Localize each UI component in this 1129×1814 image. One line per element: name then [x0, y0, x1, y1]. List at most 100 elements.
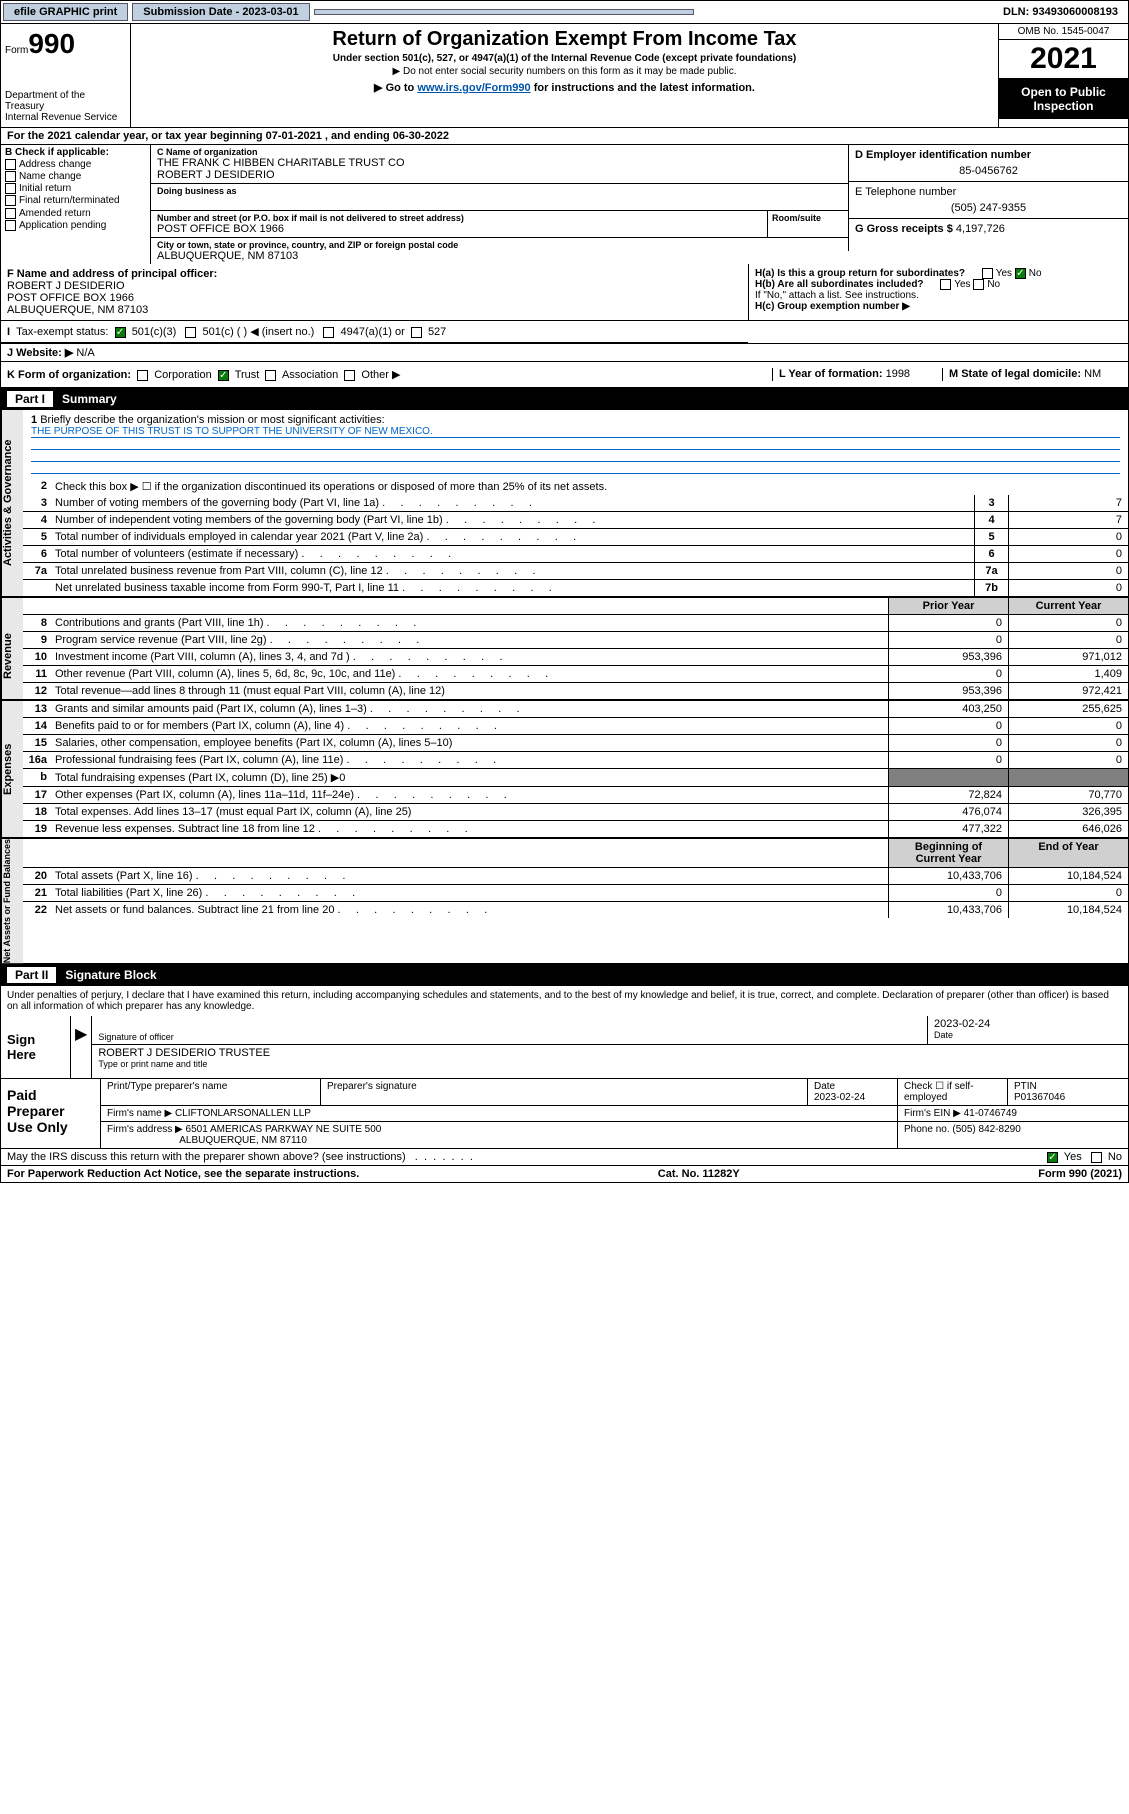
form-footer: Form 990 (2021) [1038, 1168, 1122, 1180]
col-b-checkboxes: B Check if applicable: Address change Na… [1, 145, 151, 264]
q11: Other revenue (Part VIII, column (A), li… [51, 666, 888, 682]
q16a: Professional fundraising fees (Part IX, … [51, 752, 888, 768]
v7a: 0 [1008, 563, 1128, 579]
firm-addr-2: ALBUQUERQUE, NM 87110 [179, 1135, 307, 1146]
col-prior: Prior Year [888, 598, 1008, 614]
q20: Total assets (Part X, line 16) [51, 868, 888, 884]
part-2-title: Signature Block [65, 968, 156, 982]
q18: Total expenses. Add lines 13–17 (must eq… [51, 804, 888, 820]
tax-year: 2021 [999, 40, 1128, 79]
j-label: J Website: ▶ [7, 347, 73, 359]
q13: Grants and similar amounts paid (Part IX… [51, 701, 888, 717]
q1-mission: 1 Briefly describe the organization's mi… [23, 410, 1128, 478]
dept-treasury: Department of the Treasury [5, 90, 126, 112]
pp-name-hdr: Print/Type preparer's name [101, 1079, 321, 1105]
chk-discuss-yes[interactable] [1047, 1152, 1058, 1163]
q21: Total liabilities (Part X, line 26) [51, 885, 888, 901]
pp-sig-hdr: Preparer's signature [321, 1079, 808, 1105]
row-f-h: F Name and address of principal officer:… [0, 264, 1129, 321]
perjury-declaration: Under penalties of perjury, I declare th… [0, 986, 1129, 1016]
form-subtitle-1: Under section 501(c), 527, or 4947(a)(1)… [139, 53, 990, 64]
col-c-name-address: C Name of organization THE FRANK C HIBBE… [151, 145, 848, 264]
f-label: F Name and address of principal officer: [7, 268, 742, 280]
part-1-header: Part I Summary [0, 388, 1129, 410]
header-left: Form990 Department of the Treasury Inter… [1, 24, 131, 127]
room-label: Room/suite [772, 213, 844, 223]
q7b: Net unrelated business taxable income fr… [51, 580, 974, 596]
q22: Net assets or fund balances. Subtract li… [51, 902, 888, 918]
section-revenue: Revenue 8Contributions and grants (Part … [1, 614, 1128, 699]
v7b: 0 [1008, 580, 1128, 596]
row-k-l-m: K Form of organization: Corporation Trus… [0, 362, 1129, 388]
v3: 7 [1008, 495, 1128, 511]
phone-value: (505) 247-9355 [855, 202, 1122, 214]
street-value: POST OFFICE BOX 1966 [157, 223, 761, 235]
col-d-e-g: D Employer identification number 85-0456… [848, 145, 1128, 264]
paid-preparer-block: Paid Preparer Use Only Print/Type prepar… [0, 1079, 1129, 1149]
q12: Total revenue—add lines 8 through 11 (mu… [51, 683, 888, 699]
l-year: L Year of formation: 1998 [772, 368, 942, 381]
irs-link[interactable]: www.irs.gov/Form990 [417, 82, 530, 94]
k-form-of-org: K Form of organization: Corporation Trus… [7, 368, 772, 381]
block-b-through-g: B Check if applicable: Address change Na… [0, 145, 1129, 264]
chk-initial-return[interactable]: Initial return [5, 183, 146, 194]
h-group-return: H(a) Is this a group return for subordin… [748, 264, 1128, 320]
chk-address-change[interactable]: Address change [5, 159, 146, 170]
chk-final-return[interactable]: Final return/terminated [5, 195, 146, 206]
mission-text: THE PURPOSE OF THIS TRUST IS TO SUPPORT … [31, 426, 1120, 438]
submission-date-button[interactable]: Submission Date - 2023-03-01 [132, 3, 309, 21]
chk-527[interactable] [411, 327, 422, 338]
chk-application-pending[interactable]: Application pending [5, 220, 146, 231]
chk-4947[interactable] [323, 327, 334, 338]
b-label: B Check if applicable: [5, 147, 146, 158]
vlabel-net-assets: Net Assets or Fund Balances [1, 839, 23, 963]
city-label: City or town, state or province, country… [157, 240, 842, 250]
goto-pre: ▶ Go to [374, 82, 417, 94]
chk-association[interactable] [265, 370, 276, 381]
vlabel-expenses: Expenses [1, 701, 23, 837]
section-activities-governance: Activities & Governance 1 Briefly descri… [1, 410, 1128, 596]
city-value: ALBUQUERQUE, NM 87103 [157, 250, 842, 262]
firm-ein: 41-0746749 [964, 1108, 1017, 1119]
chk-discuss-no[interactable] [1091, 1152, 1102, 1163]
chk-corporation[interactable] [137, 370, 148, 381]
header-right: OMB No. 1545-0047 2021 Open to Public In… [998, 24, 1128, 127]
efile-print-button[interactable]: efile GRAPHIC print [3, 3, 128, 21]
ein-value: 85-0456762 [855, 165, 1122, 177]
chk-name-change[interactable]: Name change [5, 171, 146, 182]
firm-addr-1: 6501 AMERICAS PARKWAY NE SUITE 500 [186, 1124, 382, 1135]
vlabel-activities: Activities & Governance [1, 410, 23, 596]
e-phone-box: E Telephone number (505) 247-9355 [848, 182, 1128, 219]
form-prefix: Form [5, 45, 28, 56]
q3: Number of voting members of the governin… [51, 495, 974, 511]
goto-post: for instructions and the latest informat… [531, 82, 755, 94]
irs-discuss-row: May the IRS discuss this return with the… [0, 1149, 1129, 1166]
i-label: Tax-exempt status: [16, 326, 108, 338]
vlabel-revenue: Revenue [1, 614, 23, 699]
chk-501c3[interactable] [115, 327, 126, 338]
paid-preparer-label: Paid Preparer Use Only [1, 1079, 101, 1148]
sig-date-label: Date [934, 1030, 1122, 1040]
chk-501c[interactable] [185, 327, 196, 338]
q7a: Total unrelated business revenue from Pa… [51, 563, 974, 579]
q9: Program service revenue (Part VIII, line… [51, 632, 888, 648]
form-number: 990 [28, 28, 75, 59]
dba-label: Doing business as [157, 186, 842, 196]
g-gross-box: G Gross receipts $ 4,197,726 [848, 219, 1128, 251]
v5: 0 [1008, 529, 1128, 545]
chk-trust[interactable] [218, 370, 229, 381]
blank-button[interactable] [314, 9, 694, 15]
gross-receipts-value: 4,197,726 [956, 223, 1005, 235]
row-a-tax-year: For the 2021 calendar year, or tax year … [0, 128, 1129, 145]
sig-date-value: 2023-02-24 [934, 1018, 1122, 1030]
pp-self-employed: Check ☐ if self-employed [898, 1079, 1008, 1105]
q17: Other expenses (Part IX, column (A), lin… [51, 787, 888, 803]
v6: 0 [1008, 546, 1128, 562]
chk-amended-return[interactable]: Amended return [5, 208, 146, 219]
street-label: Number and street (or P.O. box if mail i… [157, 213, 761, 223]
part-2-label: Part II [6, 966, 57, 984]
col-current: Current Year [1008, 598, 1128, 614]
chk-other[interactable] [344, 370, 355, 381]
q6: Total number of volunteers (estimate if … [51, 546, 974, 562]
org-name-2: ROBERT J DESIDERIO [157, 169, 842, 181]
